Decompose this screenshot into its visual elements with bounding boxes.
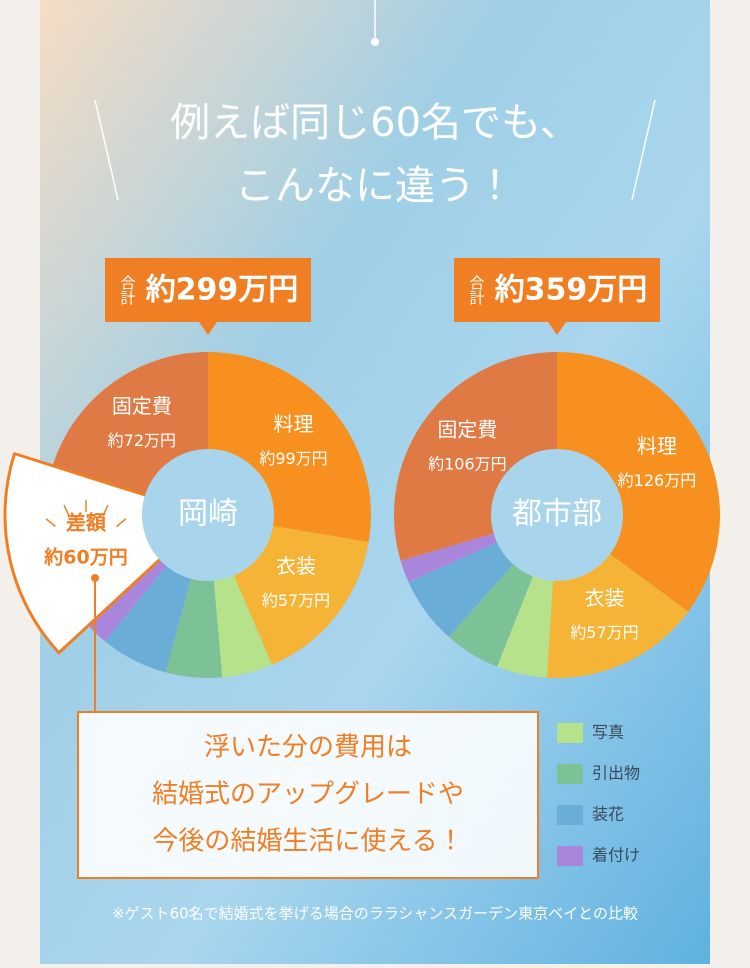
title-deco [631, 99, 656, 201]
total-prefix: 合計 [119, 275, 137, 305]
center-circle [491, 449, 623, 581]
top-dot [371, 38, 379, 46]
difference-value: 約60万円 [43, 546, 127, 569]
pie-slice [557, 352, 720, 612]
ray [63, 504, 70, 517]
slice-label: 固定費 [112, 394, 172, 418]
slice-label: 料理 [637, 434, 677, 458]
footnote: ※ゲスト60名で結婚式を挙げる場合のララシャンスガーデン東京ベイとの比較 [112, 905, 638, 923]
legend-label: 着付け [592, 846, 640, 865]
ray [45, 518, 56, 528]
slice-label: 衣装 [584, 586, 624, 610]
message-box [77, 711, 539, 879]
slice-label: 料理 [274, 412, 314, 436]
slice-label: 固定費 [437, 417, 497, 441]
message-line: 結婚式のアップグレードや [152, 780, 464, 810]
total-badge [105, 258, 311, 335]
center-label: 岡崎 [178, 497, 238, 532]
ray [116, 518, 127, 528]
legend-swatch [557, 846, 583, 866]
slice-value: 約72万円 [108, 431, 176, 450]
center-circle [142, 449, 274, 581]
message-line: 今後の結婚生活に使える！ [152, 827, 463, 857]
title: こんなに違う！ [235, 163, 515, 209]
legend-label: 装花 [592, 805, 624, 824]
connector-dot [91, 574, 99, 582]
slice-label: 衣装 [276, 554, 316, 578]
slice-value: 約57万円 [570, 623, 638, 642]
legend-swatch [557, 805, 583, 825]
legend-label: 引出物 [592, 764, 640, 783]
legend-label: 写真 [592, 723, 624, 742]
legend-swatch [557, 723, 583, 743]
title-deco [94, 99, 119, 201]
slice-value: 約126万円 [618, 471, 697, 490]
slice-value: 約99万円 [259, 449, 327, 468]
legend-swatch [557, 764, 583, 784]
slice-value: 約57万円 [262, 591, 330, 610]
total-badge [454, 258, 660, 335]
total-prefix: 合計 [468, 275, 486, 305]
center-label: 都市部 [512, 497, 602, 532]
total-label: 約299万円 [146, 273, 299, 308]
slice-value: 約106万円 [428, 454, 507, 473]
title: 例えば同じ60名でも、 [170, 100, 580, 146]
ray [102, 504, 109, 517]
difference-label: 差額 [66, 511, 107, 535]
message-line: 浮いた分の費用は [204, 733, 412, 763]
total-label: 約359万円 [495, 273, 648, 308]
